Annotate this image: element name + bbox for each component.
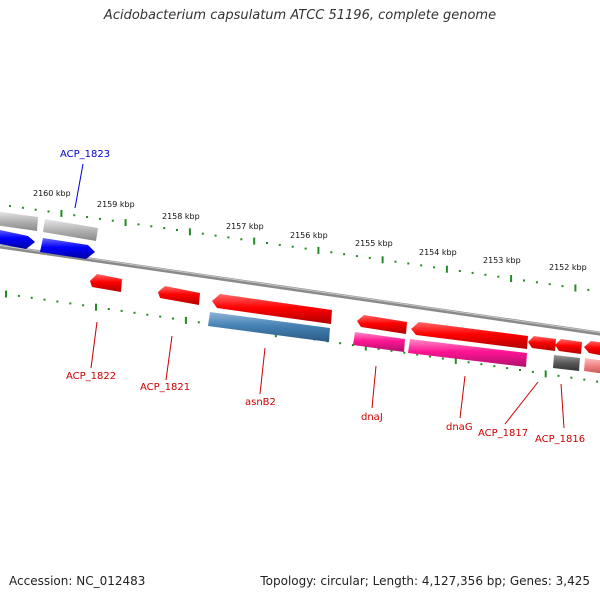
gene-label-acp1821[interactable]: ACP_1821	[140, 382, 190, 393]
gene-label-dnaG[interactable]: dnaG	[446, 422, 473, 433]
gene-label-acp1822[interactable]: ACP_1822	[66, 371, 116, 382]
ruler-label-2160kbp: 2160 kbp	[33, 189, 71, 198]
gene-label-asnB2[interactable]: asnB2	[245, 397, 276, 408]
leader-acp1816	[560, 383, 565, 429]
feature-red-dnag-cds[interactable]	[411, 322, 528, 349]
accession-text: Accession: NC_012483	[9, 574, 146, 588]
gene-label-acp1817[interactable]: ACP_1817	[478, 428, 528, 439]
ruler-label-2159kbp: 2159 kbp	[97, 200, 135, 209]
genome-title: Acidobacterium capsulatum ATCC 51196, co…	[103, 8, 497, 23]
ruler-label-2156kbp: 2156 kbp	[290, 231, 328, 240]
feature-asnB2[interactable]	[208, 312, 330, 342]
ruler-label-2155kbp: 2155 kbp	[355, 239, 393, 248]
feature-grey-acp1823[interactable]	[43, 219, 98, 241]
feature-red-small-b[interactable]	[555, 339, 582, 354]
forward-strand-features	[0, 211, 98, 259]
feature-red-edge[interactable]	[584, 341, 600, 356]
feature-blue-cds[interactable]	[40, 238, 95, 259]
ruler-label-2157kbp: 2157 kbp	[226, 222, 264, 231]
genome-summary-text: Topology: circular; Length: 4,127,356 bp…	[260, 574, 590, 588]
gene-label-acp1816[interactable]: ACP_1816	[535, 434, 585, 445]
feature-dnaJ[interactable]	[353, 332, 405, 352]
leader-dnaJ	[371, 365, 377, 409]
leader-acp1821	[165, 335, 173, 381]
feature-red-long[interactable]	[212, 294, 332, 324]
gene-label-acp1823[interactable]: ACP_1823	[60, 149, 110, 160]
leader-acp1817	[504, 381, 539, 425]
feature-grey-left[interactable]	[0, 211, 38, 231]
leader-acp1823	[74, 163, 84, 209]
ruler-label-2152kbp: 2152 kbp	[549, 263, 587, 272]
reverse-strand-features	[90, 274, 600, 374]
feature-red-mid[interactable]	[357, 315, 407, 334]
ruler-label-2158kbp: 2158 kbp	[162, 212, 200, 221]
feature-blue-left[interactable]	[0, 229, 35, 249]
gene-labels: ACP_1823 ACP_1822 ACP_1821 asnB2 dnaJ dn…	[60, 149, 585, 445]
feature-salmon-edge[interactable]	[584, 358, 600, 374]
ruler-labels: 2160 kbp 2159 kbp 2158 kbp 2157 kbp 2156…	[33, 189, 587, 272]
feature-acp1816[interactable]	[553, 355, 580, 371]
feature-acp1822[interactable]	[90, 274, 122, 292]
feature-dnaG[interactable]	[408, 339, 527, 367]
outer-tick-ruler	[9, 205, 590, 292]
gene-label-dnaJ[interactable]: dnaJ	[361, 412, 383, 423]
leader-dnaG	[459, 375, 466, 419]
feature-red-small-a[interactable]	[528, 336, 556, 351]
leader-acp1822	[90, 321, 98, 369]
ruler-label-2153kbp: 2153 kbp	[483, 256, 521, 265]
feature-acp1821[interactable]	[158, 286, 200, 305]
label-leaders	[74, 163, 565, 429]
leader-asnB2	[259, 347, 266, 395]
ruler-label-2154kbp: 2154 kbp	[419, 248, 457, 257]
